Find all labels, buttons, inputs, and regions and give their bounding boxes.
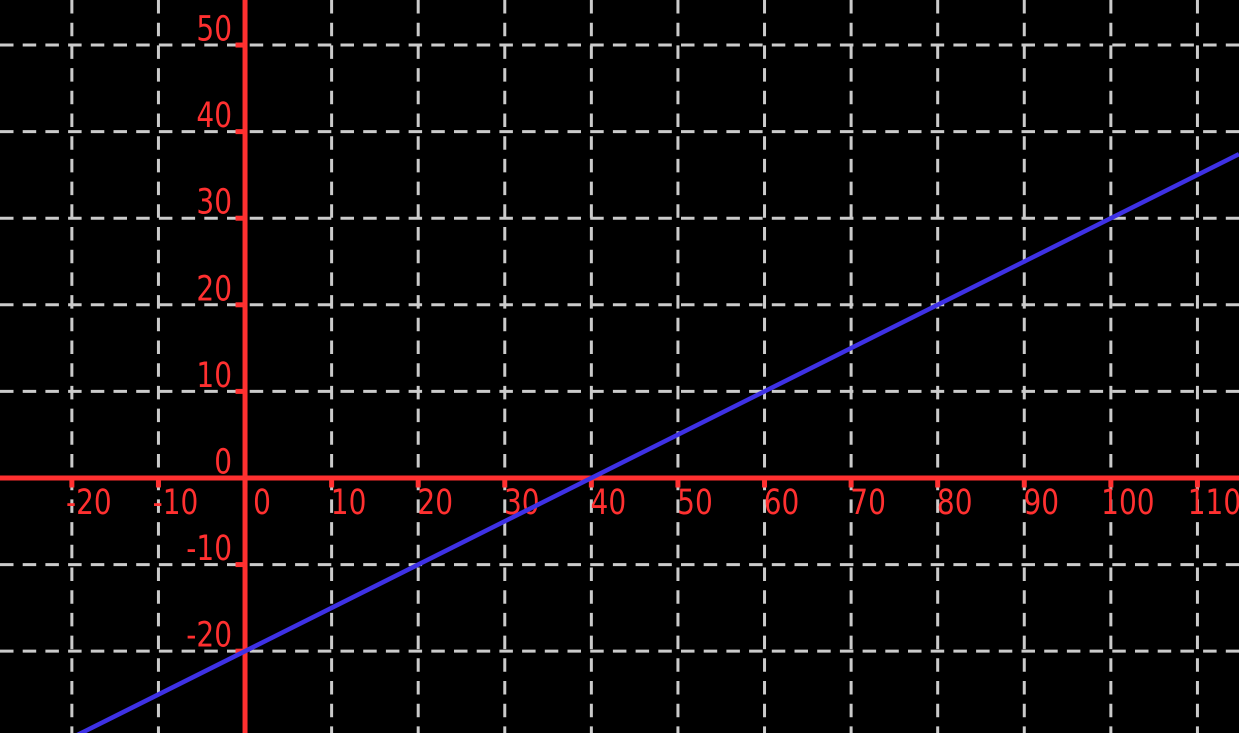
y-tick-label: -10 [186,529,232,569]
x-tick-labels: -20 -10 0 10 20 30 40 50 60 70 80 90 100 110 [66,483,1239,523]
x-tick-label: 50 [677,483,713,523]
x-tick-label: -20 [66,483,112,523]
y-tick-label: 20 [196,269,232,309]
x-tick-label: 30 [504,483,540,523]
y-tick-label: 10 [196,356,232,396]
x-tick-label: 100 [1101,483,1154,523]
y-tick-label: 50 [196,10,232,50]
y-tick-label: 0 [214,443,232,483]
x-tick-label: 60 [764,483,800,523]
axis-ticks [69,42,1200,654]
function-line [76,152,1239,733]
x-tick-label: 0 [253,483,271,523]
y-tick-labels: 50 40 30 20 10 0 -10 -20 [186,10,232,656]
function-lines [76,152,1239,733]
x-tick-label: 10 [331,483,367,523]
x-tick-label: -10 [153,483,199,523]
x-tick-label: 110 [1188,483,1239,523]
x-tick-label: 80 [937,483,973,523]
x-tick-label: 40 [591,483,627,523]
y-tick-label: 40 [196,96,232,136]
y-tick-label: -20 [186,616,232,656]
y-tick-label: 30 [196,183,232,223]
x-tick-label: 20 [417,483,453,523]
x-tick-label: 70 [850,483,886,523]
x-tick-label: 90 [1023,483,1059,523]
